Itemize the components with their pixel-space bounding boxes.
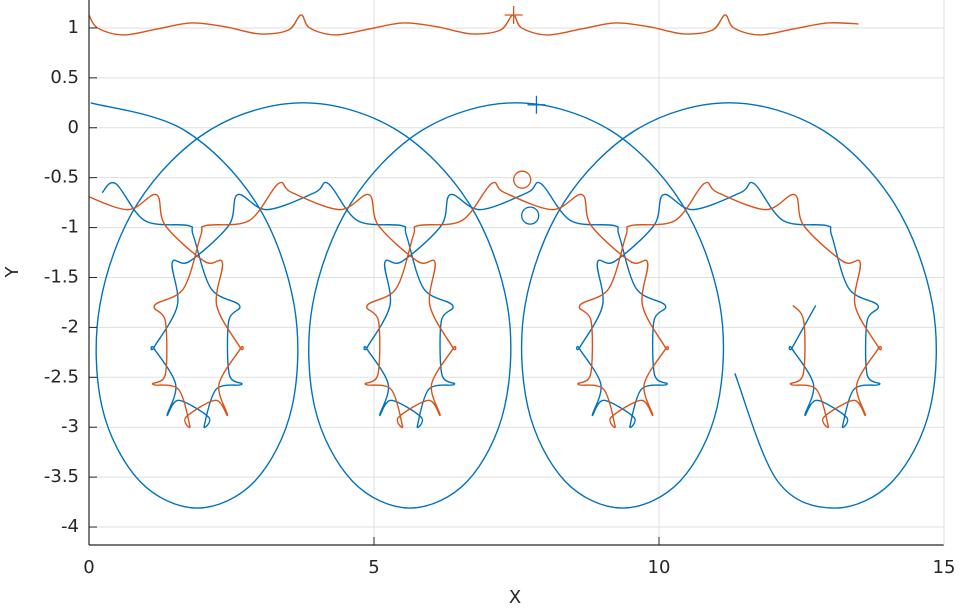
- x-tick-label: 10: [648, 557, 671, 578]
- axes: 0 5 10 15 -4 -3.5 -3 -2.5 -2 -1.5 -1 -0.5 0 0.5 1: [44, 0, 956, 578]
- x-tick-label: 15: [933, 557, 956, 578]
- y-tick-label: -3: [61, 416, 79, 437]
- grid: [88, 0, 945, 545]
- y-tick-label: -4: [61, 516, 79, 537]
- circle-marker: [521, 206, 540, 225]
- y-tick-label: 1: [68, 17, 79, 38]
- trajectory-line: [89, 14, 859, 36]
- x-tick-label: 5: [368, 557, 379, 578]
- y-axis-label: Y: [2, 266, 23, 279]
- trajectory-line: [101, 181, 881, 429]
- x-axis-label: X: [509, 587, 521, 608]
- y-tick-label: -1: [61, 217, 79, 238]
- y-tick-label: 0: [68, 117, 79, 138]
- y-tick-label: -3.5: [44, 466, 79, 487]
- y-tick-label: -0.5: [44, 167, 79, 188]
- y-tick-label: -1.5: [44, 266, 79, 287]
- trajectory-line: [90, 102, 937, 509]
- y-tick-label: -2: [61, 316, 79, 337]
- y-tick-label: 0.5: [50, 67, 79, 88]
- x-tick-label: 0: [83, 557, 94, 578]
- plus-marker: [504, 5, 523, 24]
- y-tick-label: -2.5: [44, 366, 79, 387]
- curves: [89, 5, 937, 509]
- trajectory-line: [89, 181, 882, 429]
- plus-marker: [527, 95, 546, 114]
- plot-area: [89, 0, 944, 545]
- circle-marker: [513, 170, 532, 189]
